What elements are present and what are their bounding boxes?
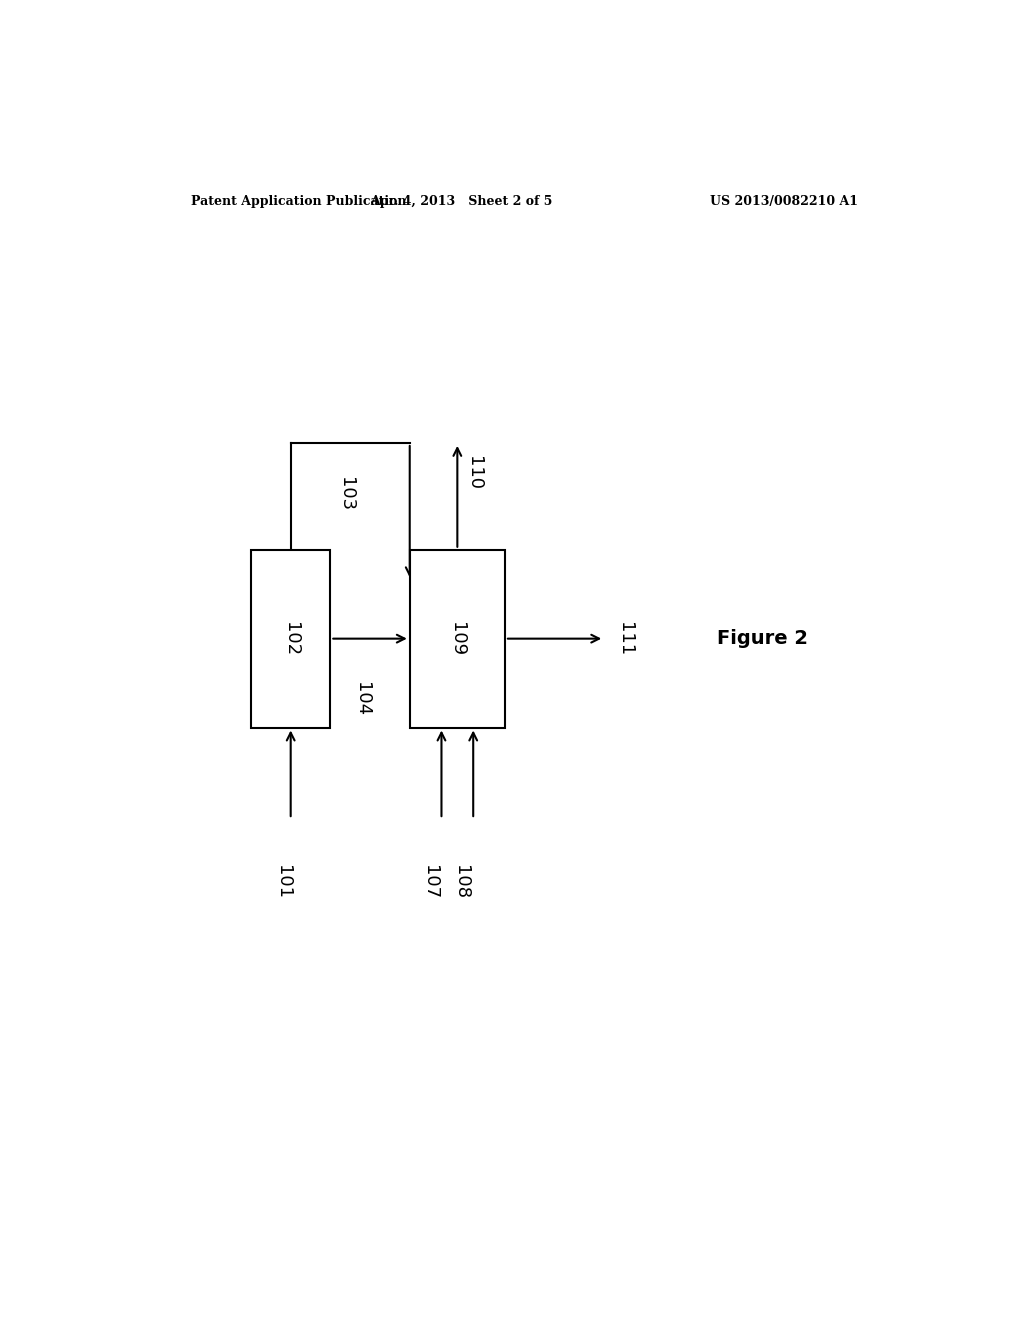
Text: Patent Application Publication: Patent Application Publication: [191, 194, 407, 207]
Text: 102: 102: [282, 622, 300, 656]
Text: 109: 109: [449, 622, 466, 656]
Text: Figure 2: Figure 2: [718, 630, 808, 648]
Bar: [410, 549, 505, 727]
Text: 108: 108: [453, 865, 470, 899]
Bar: [251, 549, 331, 727]
Text: 111: 111: [616, 622, 634, 656]
Text: Apr. 4, 2013   Sheet 2 of 5: Apr. 4, 2013 Sheet 2 of 5: [370, 194, 553, 207]
Text: US 2013/0082210 A1: US 2013/0082210 A1: [710, 194, 858, 207]
Text: 101: 101: [273, 865, 292, 899]
Text: 107: 107: [421, 865, 438, 899]
Text: 110: 110: [465, 457, 483, 491]
Text: 104: 104: [353, 682, 371, 715]
Text: 103: 103: [337, 477, 355, 511]
